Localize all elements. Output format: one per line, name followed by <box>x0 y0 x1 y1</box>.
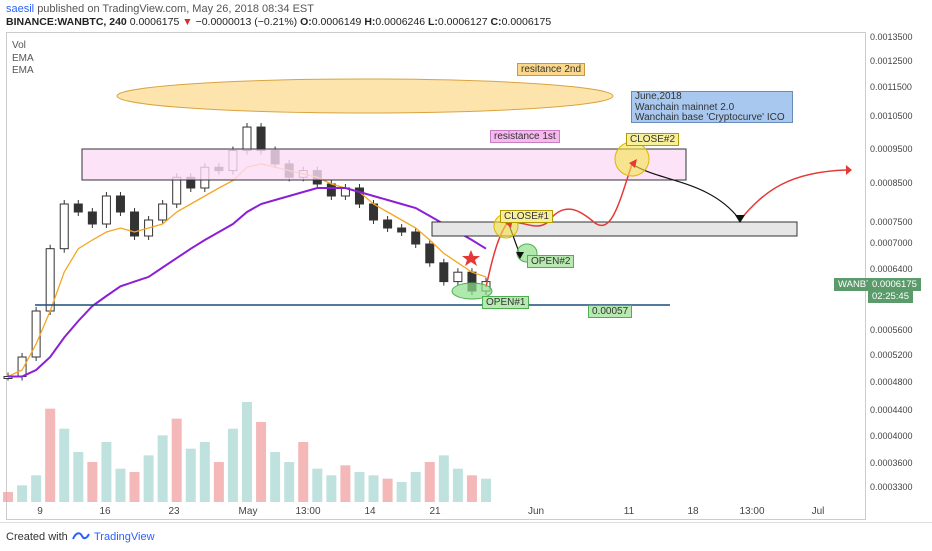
tradingview-link[interactable]: TradingView <box>94 531 155 543</box>
open2-label: OPEN#2 <box>527 255 575 268</box>
time-tick-label: Jun <box>527 506 545 517</box>
time-tick-label: 21 <box>429 506 441 517</box>
price-tick-label: 0.0007000 <box>870 238 913 248</box>
footer: Created with TradingView <box>0 522 932 551</box>
support-label: 0.00057 <box>588 305 633 318</box>
symbol-tag-label: WANBTC <box>838 279 879 290</box>
close-value: 0.0006175 <box>501 16 552 28</box>
time-tick-label: 13:00 <box>295 506 321 517</box>
note-ico: Wanchain base 'Cryptocurve' ICO <box>635 112 785 123</box>
price-axis[interactable]: 0.0013500 0.0012500 0.0011500 0.0010500 0.00… <box>866 32 932 520</box>
time-tick-label: 18 <box>687 506 699 517</box>
ema-label-2[interactable]: EMA <box>12 65 34 76</box>
down-arrow-icon: ▼ <box>182 16 193 28</box>
time-tick-label: 13:00 <box>739 506 765 517</box>
price-tick-label: 0.0011500 <box>870 82 912 92</box>
publish-info: saesil published on TradingView.com, May… <box>6 3 314 15</box>
indicator-legend: Vol EMA EMA <box>12 40 34 78</box>
time-axis[interactable]: 9 16 23 May 13:00 14 21 Jun 11 18 13:00 Jul <box>6 506 866 522</box>
price-tick-label: 0.0008500 <box>870 178 913 188</box>
time-tick-label: 23 <box>168 506 180 517</box>
last-price: 0.0006175 <box>129 16 180 28</box>
note-mainnet: Wanchain mainnet 2.0 <box>635 101 735 113</box>
high-label: H: <box>364 16 376 28</box>
resistance-2nd-label: resitance 2nd <box>517 63 586 76</box>
chart-plot-area[interactable] <box>6 32 866 520</box>
time-tick-label: 16 <box>99 506 111 517</box>
close1-label: CLOSE#1 <box>500 210 554 223</box>
note-date: June,2018 <box>635 91 682 102</box>
open1-label: OPEN#1 <box>482 296 530 309</box>
time-tick-label: 14 <box>364 506 376 517</box>
low-value: 0.0006127 <box>437 16 488 28</box>
publish-text: published on TradingView.com, May 26, 20… <box>37 3 314 15</box>
wanchain-note: June,2018 Wanchain mainnet 2.0 Wanchain … <box>631 91 793 123</box>
ema-label-1[interactable]: EMA <box>12 52 34 64</box>
countdown-value: 02:25:45 <box>872 291 909 302</box>
price-change: −0.0000013 (−0.21%) <box>195 16 298 28</box>
symbol-bar: BINANCE:WANBTC, 240 0.0006175 ▼ −0.00000… <box>6 16 551 28</box>
close2-label: CLOSE#2 <box>626 133 680 146</box>
price-tick-label: 0.0004400 <box>870 405 913 415</box>
volume-label[interactable]: Vol <box>12 40 26 51</box>
price-tick-label: 0.0006400 <box>870 264 913 274</box>
time-tick-label: Jul <box>811 506 825 517</box>
price-tick-label: 0.0003600 <box>870 458 913 468</box>
price-tick-label: 0.0010500 <box>870 111 913 121</box>
time-tick-label: 9 <box>37 506 43 517</box>
open-label: O: <box>300 16 312 28</box>
created-with-text: Created with <box>6 531 68 543</box>
price-tick-label: 0.0007500 <box>870 217 913 227</box>
open-value: 0.0006149 <box>311 16 362 28</box>
price-tick-label: 0.0004000 <box>870 431 913 441</box>
price-tick-label: 0.0005600 <box>870 325 913 335</box>
last-price-tag: 0.0006175 <box>868 278 921 291</box>
price-tick-label: 0.0003300 <box>870 482 913 492</box>
author-link[interactable]: saesil <box>6 3 35 15</box>
price-tick-label: 0.0012500 <box>870 56 913 66</box>
time-tick-label: 11 <box>623 506 635 517</box>
time-tick-label: May <box>238 506 258 517</box>
high-value: 0.0006246 <box>375 16 426 28</box>
countdown-tag: 02:25:45 <box>868 290 913 303</box>
resistance-1st-label: resistance 1st <box>490 130 560 143</box>
price-tick-label: 0.0009500 <box>870 144 913 154</box>
price-tick-label: 0.0013500 <box>870 32 913 42</box>
symbol-name[interactable]: BINANCE:WANBTC, 240 <box>6 16 127 28</box>
close-label: C: <box>490 16 502 28</box>
price-tick-label: 0.0005200 <box>870 350 913 360</box>
tradingview-logo-icon <box>72 532 90 540</box>
last-price-value: 0.0006175 <box>872 279 917 290</box>
price-tick-label: 0.0004800 <box>870 377 913 387</box>
low-label: L: <box>427 16 438 28</box>
